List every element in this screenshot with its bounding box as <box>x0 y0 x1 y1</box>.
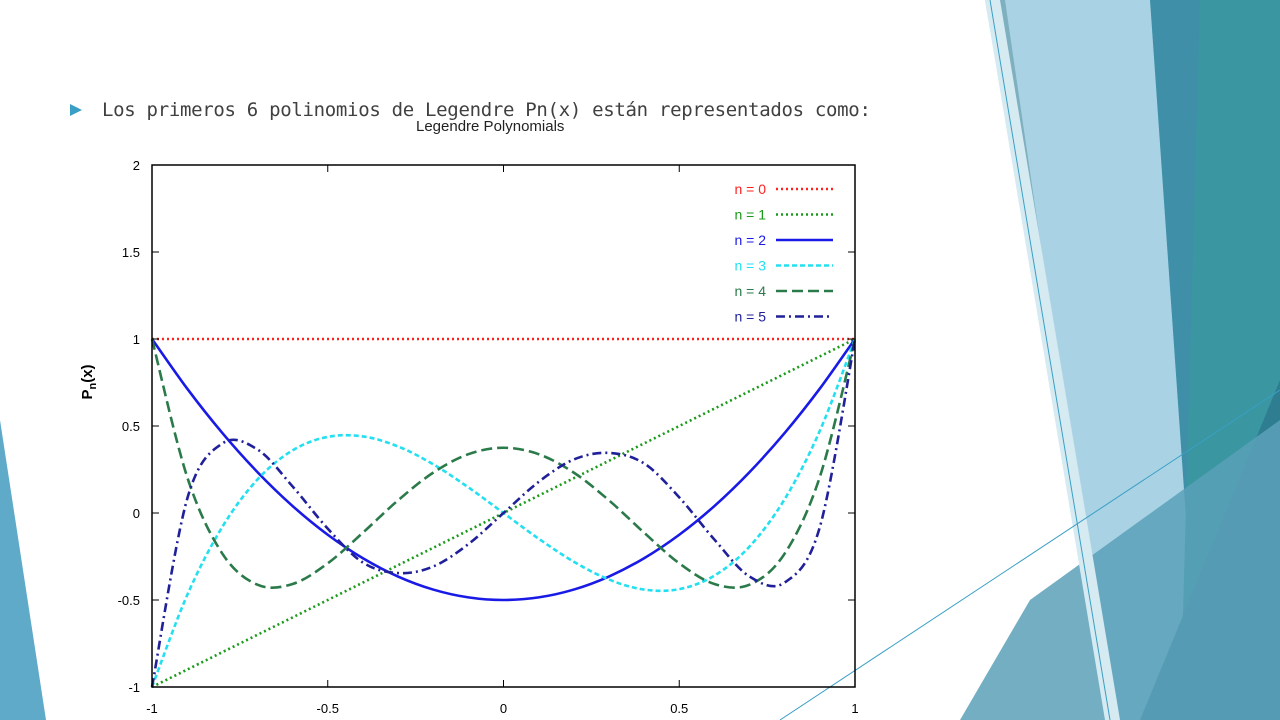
bullet-arrow-icon <box>70 104 82 116</box>
x-tick-label: 0.5 <box>670 701 688 716</box>
legend-label-n5: n = 5 <box>734 309 766 325</box>
bullet-point: Los primeros 6 polinomios de Legendre Pn… <box>70 96 871 124</box>
y-tick-label: 0.5 <box>122 419 140 434</box>
legend-label-n2: n = 2 <box>734 232 766 248</box>
y-axis-label: Pn(x) <box>79 364 99 399</box>
chart-legend: n = 0 n = 1 n = 2 n = 3 n = 4 n = 5 <box>734 181 833 325</box>
y-tick-label: 1.5 <box>122 245 140 260</box>
y-axis-label-base: P <box>79 390 96 400</box>
y-axis-label-sub: n <box>87 383 99 390</box>
y-tick-label: 1 <box>133 332 140 347</box>
legend-label-n0: n = 0 <box>734 181 766 197</box>
legend-label-n3: n = 3 <box>734 258 766 274</box>
chart-series-group <box>150 337 857 689</box>
y-tick-label: 2 <box>133 158 140 173</box>
y-tick-label: 0 <box>133 506 140 521</box>
series-line-n4 <box>150 338 857 589</box>
chart-axes: -1 -0.5 0 0.5 1 -1 -0.5 0 0.5 1 1.5 2 <box>118 158 859 716</box>
facet-light-bottom <box>960 420 1280 720</box>
series-line-n1 <box>151 337 856 689</box>
series-line-n2 <box>150 338 857 602</box>
legend-label-n1: n = 1 <box>734 207 766 223</box>
decor-thin-line-2 <box>779 389 1280 720</box>
x-tick-label: 1 <box>851 701 858 716</box>
facet-white-sliver <box>985 0 1120 720</box>
x-tick-label: -1 <box>146 701 158 716</box>
decor-thin-line-1 <box>989 0 1111 720</box>
bullet-text: Los primeros 6 polinomios de Legendre Pn… <box>102 99 871 121</box>
y-axis-label-rest: (x) <box>79 364 96 382</box>
x-tick-label: -0.5 <box>317 701 339 716</box>
left-accent-facet <box>0 420 46 720</box>
series-line-n5 <box>150 338 857 688</box>
chart-title: Legendre Polynomials <box>416 118 565 135</box>
legend-label-n4: n = 4 <box>734 283 766 299</box>
y-tick-label: -1 <box>128 680 140 695</box>
y-tick-label: -0.5 <box>118 593 140 608</box>
x-tick-label: 0 <box>500 701 507 716</box>
